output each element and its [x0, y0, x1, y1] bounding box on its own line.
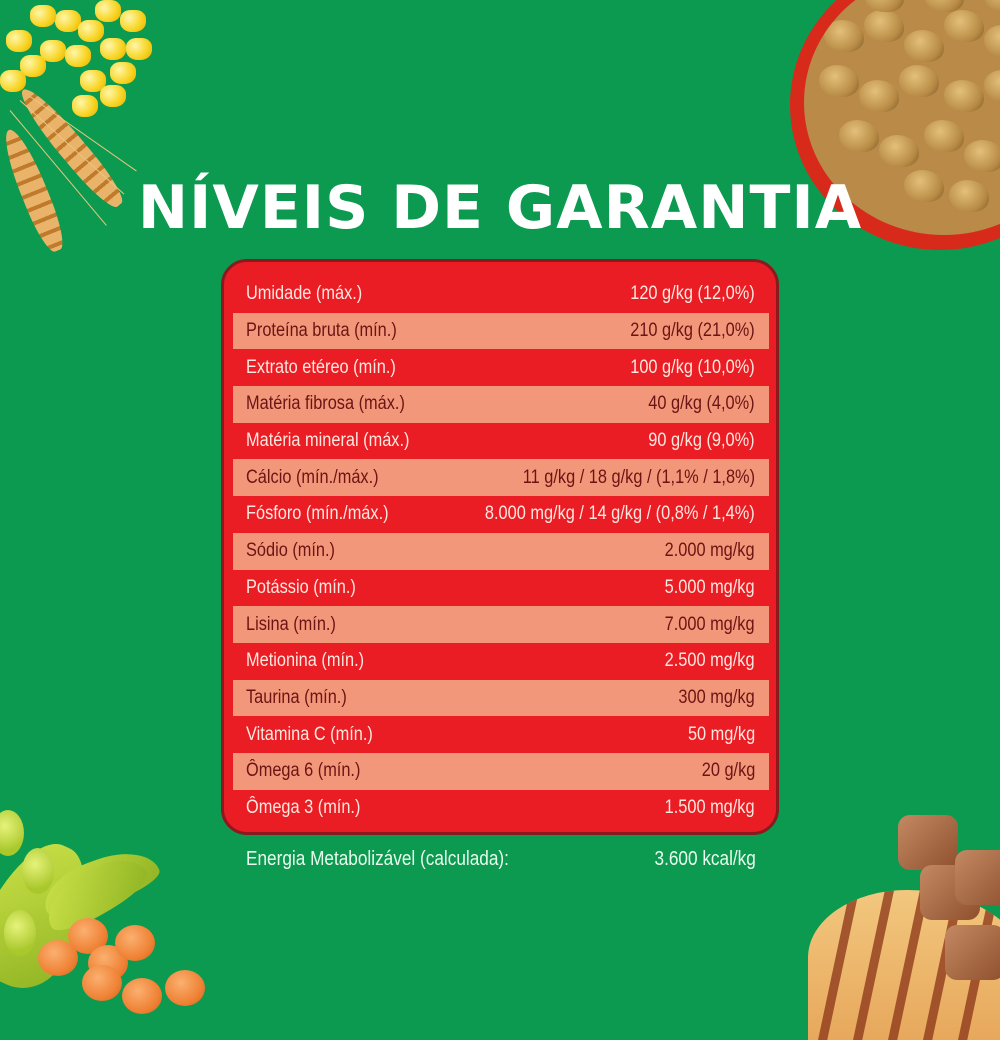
table-row: Lisina (mín.) 7.000 mg/kg: [233, 606, 769, 643]
row-value: 11 g/kg / 18 g/kg / (1,1% / 1,8%): [522, 466, 755, 488]
row-value: 2.500 mg/kg: [665, 650, 755, 672]
row-value: 8.000 mg/kg / 14 g/kg / (0,8% / 1,4%): [485, 503, 755, 525]
row-value: 50 mg/kg: [687, 723, 755, 745]
table-row: Potássio (mín.) 5.000 mg/kg: [233, 569, 769, 607]
row-value: 40 g/kg (4,0%): [648, 393, 755, 415]
table-row: Vitamina C (mín.) 50 mg/kg: [233, 716, 769, 753]
table-row: Proteína bruta (mín.) 210 g/kg (21,0%): [233, 312, 769, 350]
row-value: 20 g/kg: [701, 760, 755, 782]
energy-line: Energia Metabolizável (calculada): 3.600…: [246, 848, 756, 871]
row-label: Potássio (mín.): [246, 576, 356, 598]
table-row: Matéria fibrosa (máx.) 40 g/kg (4,0%): [233, 386, 769, 423]
row-label: Lisina (mín.): [246, 613, 336, 635]
table-row: Ômega 3 (mín.) 1.500 mg/kg: [233, 789, 769, 827]
row-label: Taurina (mín.): [246, 686, 347, 708]
row-value: 100 g/kg (10,0%): [630, 356, 755, 378]
page-title: NÍVEIS DE GARANTIA: [137, 173, 863, 243]
nutrition-table: Umidade (máx.) 120 g/kg (12,0%) Proteína…: [233, 276, 769, 827]
row-label: Umidade (máx.): [246, 283, 363, 305]
grilled-meat-image: [890, 810, 1000, 1000]
row-value: 300 mg/kg: [678, 686, 755, 708]
row-label: Extrato etéreo (mín.): [246, 356, 396, 378]
row-label: Sódio (mín.): [246, 540, 335, 562]
energy-label: Energia Metabolizável (calculada):: [246, 848, 509, 870]
row-label: Ômega 6 (mín.): [246, 760, 361, 782]
row-value: 120 g/kg (12,0%): [630, 283, 755, 305]
row-label: Fósforo (mín./máx.): [246, 503, 389, 525]
table-row: Umidade (máx.) 120 g/kg (12,0%): [233, 276, 769, 313]
row-value: 1.500 mg/kg: [665, 796, 755, 818]
table-row: Extrato etéreo (mín.) 100 g/kg (10,0%): [233, 349, 769, 387]
row-label: Metionina (mín.): [246, 650, 365, 672]
table-row: Matéria mineral (máx.) 90 g/kg (9,0%): [233, 422, 769, 460]
table-row: Cálcio (mín./máx.) 11 g/kg / 18 g/kg / (…: [233, 459, 769, 497]
row-value: 2.000 mg/kg: [665, 540, 755, 562]
energy-value: 3.600 kcal/kg: [654, 848, 756, 870]
row-label: Cálcio (mín./máx.): [246, 466, 379, 488]
row-label: Vitamina C (mín.): [246, 723, 373, 745]
table-row: Sódio (mín.) 2.000 mg/kg: [233, 532, 769, 570]
table-row: Metionina (mín.) 2.500 mg/kg: [233, 642, 769, 680]
table-row: Ômega 6 (mín.) 20 g/kg: [233, 752, 769, 790]
row-value: 5.000 mg/kg: [665, 576, 755, 598]
row-label: Matéria mineral (máx.): [246, 430, 410, 452]
soybean-image: [0, 800, 220, 1014]
table-row: Fósforo (mín./máx.) 8.000 mg/kg / 14 g/k…: [233, 496, 769, 533]
row-value: 7.000 mg/kg: [665, 613, 755, 635]
row-value: 210 g/kg (21,0%): [630, 320, 755, 342]
row-label: Ômega 3 (mín.): [246, 796, 361, 818]
row-value: 90 g/kg (9,0%): [648, 430, 755, 452]
row-label: Proteína bruta (mín.): [246, 320, 397, 342]
row-label: Matéria fibrosa (máx.): [246, 393, 405, 415]
corn-wheat-image: [0, 0, 200, 280]
table-row: Taurina (mín.) 300 mg/kg: [233, 679, 769, 717]
